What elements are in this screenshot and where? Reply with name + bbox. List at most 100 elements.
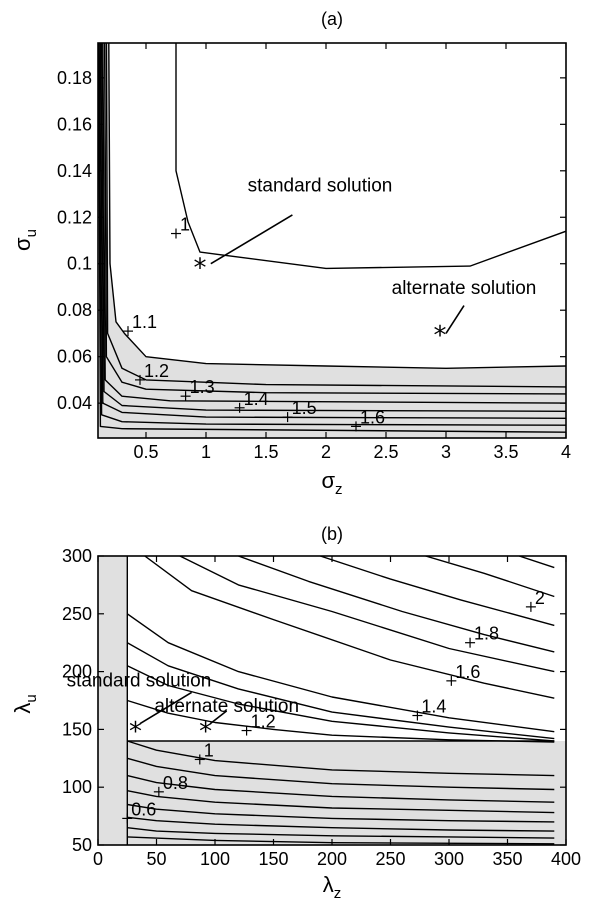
panel-a-ylabel-symbol: σ <box>10 237 35 251</box>
panel-b-annotation-pointer <box>209 710 228 725</box>
panel-b-contour-line <box>126 613 555 733</box>
svg-text:λu: λu <box>10 694 40 713</box>
panel-b-y-tick-label: 100 <box>62 777 92 797</box>
panel-b-contour-line <box>127 757 555 791</box>
panel-a-x-tick-label: 3 <box>441 442 451 462</box>
panel-a-contour-line <box>108 43 566 369</box>
panel-a-y-tick-label: 0.1 <box>67 254 92 274</box>
panel-a-annotation-pointer <box>445 305 465 334</box>
panel-a-y-tick-label: 0.14 <box>57 161 92 181</box>
svg-text:σz: σz <box>321 468 342 498</box>
panel-b-shaded-region <box>98 556 128 845</box>
panel-b-contour-label: 1 <box>204 740 214 760</box>
panel-b-contour-label: 1.8 <box>474 624 499 644</box>
panel-a-solution-star: * <box>194 254 207 284</box>
panel-b-y-tick-label: 300 <box>62 546 92 566</box>
panel-a-x-tick-label: 3.5 <box>493 442 518 462</box>
panel-a: (a) σu σz 11.11.21.31.4 1.5 1.6*standard s… <box>10 9 571 498</box>
panel-b-contour-line <box>425 556 555 598</box>
panel-b-contour-label: 0.8 <box>163 773 188 793</box>
panel-b-ylabel-sub: u <box>23 694 40 702</box>
panel-b-y-axis-label: λu <box>10 694 40 713</box>
panel-b-contour-label: 1.2 <box>251 712 276 732</box>
panel-b-x-tick-label: 100 <box>200 849 230 869</box>
panel-a-contour-line <box>99 43 566 419</box>
panel-a-x-tick-label: 2 <box>321 442 331 462</box>
panel-b-ylabel-symbol: λ <box>10 703 35 714</box>
panel-b-x-tick-label: 50 <box>146 849 166 869</box>
panel-a-contour-label: 1.5 <box>292 398 317 418</box>
panel-b-contour-line <box>127 816 555 832</box>
panel-a-plot-area <box>98 43 566 438</box>
panel-b-contour-line <box>127 803 555 823</box>
panel-a-contour-line <box>103 43 566 395</box>
panel-b-contour-line <box>126 642 555 740</box>
panel-b-xlabel-symbol: λ <box>323 872 334 897</box>
panel-a-x-tick-label: 1 <box>201 442 211 462</box>
panel-b-x-tick-label: 300 <box>434 849 464 869</box>
panel-b-x-tick-label: 150 <box>258 849 288 869</box>
panel-b-xlabel-sub: z <box>334 885 342 899</box>
panel-b-contour-line <box>127 790 555 814</box>
panel-a-y-axis-label: σu <box>10 229 40 251</box>
panel-b-contour-line <box>126 665 555 742</box>
panel-a-annotation-label: alternate solution <box>392 278 537 299</box>
panel-a-contour-line <box>98 43 566 433</box>
svg-text:σu: σu <box>10 229 40 251</box>
panel-b-contour-line <box>127 740 555 777</box>
panel-b-x-tick-label: 200 <box>317 849 347 869</box>
panel-a-contour-label: 1.6 <box>360 407 385 427</box>
panel-b-x-tick-label: 350 <box>492 849 522 869</box>
panel-a-contour-label: 1.3 <box>190 377 215 397</box>
panel-a-contour-line <box>98 43 566 426</box>
panel-b-x-tick-label: 400 <box>551 849 581 869</box>
panel-b-plot-area <box>98 556 566 845</box>
panel-b-y-tick-label: 250 <box>62 604 92 624</box>
panel-b-shaded-region <box>127 741 566 845</box>
panel-a-y-tick-label: 0.06 <box>57 347 92 367</box>
panel-a-contour-label: 1.1 <box>132 312 157 332</box>
panel-a-x-axis-label: σz <box>321 468 342 498</box>
panel-b: (b) λu λz 21.81.61.41.210.80.6*standard … <box>10 524 581 899</box>
panel-a-contour-line <box>100 43 566 412</box>
panel-a-y-tick-label: 0.18 <box>57 68 92 88</box>
panel-b-contour-line <box>127 699 555 743</box>
panel-a-solution-star: * <box>434 321 447 351</box>
panel-a-contour-label: 1 <box>180 215 190 235</box>
panel-b-title: (b) <box>321 524 343 544</box>
panel-b-annotation-label: standard solution <box>67 671 212 692</box>
panel-b-y-tick-label: 150 <box>62 719 92 739</box>
panel-a-x-tick-label: 2.5 <box>373 442 398 462</box>
panel-a-x-tick-label: 4 <box>561 442 571 462</box>
panel-a-annotation-pointer <box>210 214 293 265</box>
panel-a-y-tick-label: 0.12 <box>57 207 92 227</box>
panel-b-x-axis-label: λz <box>323 872 342 899</box>
panel-b-solution-star: * <box>129 717 142 747</box>
panel-b-contour-line <box>320 556 555 627</box>
panel-a-ylabel-sub: u <box>23 229 40 237</box>
panel-a-x-tick-label: 0.5 <box>133 442 158 462</box>
panel-a-annotation-label: standard solution <box>248 176 393 197</box>
panel-a-title: (a) <box>321 9 343 29</box>
panel-b-contour-label: 1.4 <box>421 697 446 717</box>
panel-b-solution-star: * <box>199 717 212 747</box>
panel-b-contour-line <box>238 556 555 653</box>
panel-b-x-tick-label: 250 <box>375 849 405 869</box>
panel-a-y-tick-label: 0.16 <box>57 114 92 134</box>
panel-a-contour-line <box>102 43 566 404</box>
panel-b-x-tick-label: 0 <box>93 849 103 869</box>
panel-a-contour-line <box>175 43 566 270</box>
panel-b-contour-line <box>144 556 555 699</box>
panel-a-xlabel-symbol: σ <box>321 468 335 493</box>
panel-b-contour-line <box>127 827 555 839</box>
panel-b-annotation-pointer <box>139 691 193 725</box>
panel-a-contour-line <box>105 43 566 388</box>
panel-a-contour-label: 1.4 <box>244 389 269 409</box>
panel-b-annotation-label: alternate solution <box>154 696 299 717</box>
panel-a-y-tick-label: 0.08 <box>57 300 92 320</box>
panel-b-y-tick-label: 50 <box>72 835 92 855</box>
panel-b-contour-label: 1.6 <box>455 662 480 682</box>
svg-text:λz: λz <box>323 872 342 899</box>
panel-a-xlabel-sub: z <box>335 481 343 498</box>
